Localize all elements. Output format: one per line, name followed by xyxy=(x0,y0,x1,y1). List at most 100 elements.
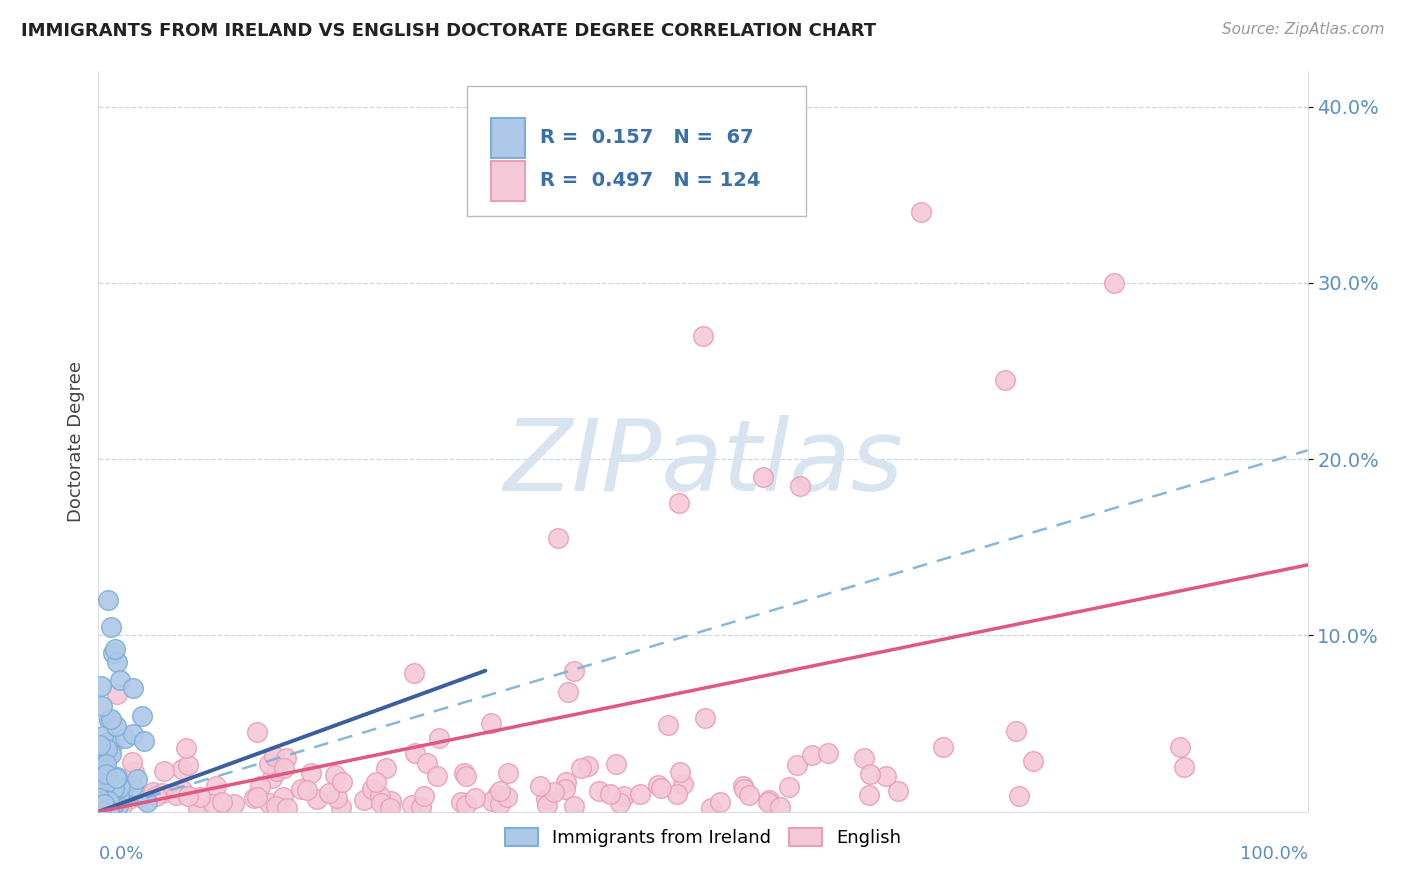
Point xyxy=(409,799,432,814)
Point xyxy=(172,783,194,797)
Point xyxy=(96,802,118,816)
Point xyxy=(650,781,672,796)
Point xyxy=(887,784,910,798)
Point xyxy=(165,788,187,802)
Point xyxy=(547,532,569,546)
Point xyxy=(122,779,145,793)
Point xyxy=(110,801,132,815)
Point xyxy=(263,748,285,763)
Point xyxy=(122,764,145,779)
Point xyxy=(554,782,576,797)
Point xyxy=(273,761,295,775)
Point xyxy=(187,800,209,814)
Legend: Immigrants from Ireland, English: Immigrants from Ireland, English xyxy=(498,821,908,855)
Point xyxy=(105,719,128,733)
Point xyxy=(122,681,145,696)
Point xyxy=(536,791,558,805)
Point xyxy=(489,797,512,811)
Point xyxy=(529,779,551,793)
Point xyxy=(111,788,134,802)
Point xyxy=(177,758,200,772)
Point xyxy=(1008,789,1031,803)
Point xyxy=(89,790,111,805)
FancyBboxPatch shape xyxy=(492,161,526,202)
Point xyxy=(1102,276,1125,290)
Point xyxy=(299,765,322,780)
Point xyxy=(90,749,112,764)
Point xyxy=(100,775,122,789)
Point xyxy=(910,205,932,219)
Point xyxy=(103,776,125,790)
Point xyxy=(96,757,118,772)
Point xyxy=(495,790,517,805)
Point xyxy=(103,780,125,795)
Point xyxy=(100,800,122,814)
Point xyxy=(264,798,287,813)
Point xyxy=(932,740,955,755)
Point xyxy=(853,751,876,765)
Point xyxy=(152,764,174,778)
Point xyxy=(733,779,755,793)
Point xyxy=(131,708,153,723)
Point xyxy=(91,755,114,769)
Point xyxy=(756,795,779,809)
Point xyxy=(401,798,423,813)
Text: R =  0.497   N = 124: R = 0.497 N = 124 xyxy=(540,171,761,190)
Point xyxy=(330,775,353,789)
Point xyxy=(93,764,115,779)
Point xyxy=(98,733,121,747)
Point xyxy=(101,646,124,660)
Point xyxy=(121,727,143,741)
Point xyxy=(136,795,159,809)
Point xyxy=(858,788,880,802)
Point xyxy=(276,751,298,765)
Point xyxy=(450,795,472,809)
Point xyxy=(107,798,129,813)
Point xyxy=(800,747,823,762)
Point xyxy=(778,780,800,794)
Point xyxy=(562,799,585,814)
Point xyxy=(1022,754,1045,768)
Point xyxy=(96,767,118,781)
Point xyxy=(562,664,585,678)
Point xyxy=(87,797,110,811)
Point xyxy=(276,801,298,815)
Point xyxy=(875,769,897,783)
Point xyxy=(368,789,391,803)
Point xyxy=(104,786,127,800)
Point xyxy=(271,790,294,805)
Point xyxy=(105,687,128,701)
Point xyxy=(100,713,122,727)
Text: Source: ZipAtlas.com: Source: ZipAtlas.com xyxy=(1222,22,1385,37)
Point xyxy=(692,328,714,343)
Point xyxy=(360,781,382,796)
Point xyxy=(100,619,122,633)
Point xyxy=(758,792,780,806)
Point xyxy=(738,789,761,803)
Point xyxy=(353,792,375,806)
Point xyxy=(427,731,450,745)
Point xyxy=(114,731,136,745)
Point xyxy=(104,641,127,656)
Point xyxy=(454,768,477,782)
Point xyxy=(669,764,692,779)
Point xyxy=(91,729,114,743)
Text: ZIPatlas: ZIPatlas xyxy=(503,416,903,512)
Point xyxy=(108,673,131,687)
Point xyxy=(101,798,124,813)
Point xyxy=(93,797,115,811)
Point xyxy=(536,797,558,812)
Point xyxy=(700,800,723,814)
Point xyxy=(464,790,486,805)
Point xyxy=(150,786,173,800)
Point xyxy=(307,791,329,805)
Point xyxy=(90,679,112,693)
Point xyxy=(202,797,225,811)
Point xyxy=(486,788,509,802)
Point xyxy=(121,755,143,769)
Point xyxy=(98,713,121,727)
Point xyxy=(576,758,599,772)
Point xyxy=(257,796,280,810)
Point xyxy=(108,780,131,794)
Point xyxy=(557,685,579,699)
